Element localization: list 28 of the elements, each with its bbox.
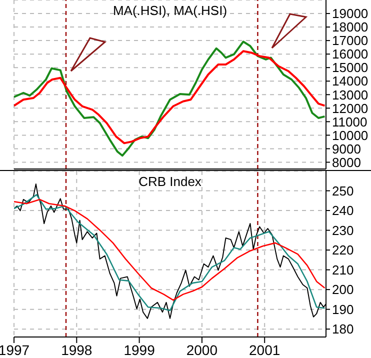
chart-title: CRB Index (138, 174, 202, 189)
y-tick-label: 13000 (332, 87, 368, 102)
x-tick-label: 2001 (249, 342, 280, 358)
line-series (14, 50, 326, 144)
y-tick-label: 19000 (332, 6, 368, 22)
y-tick-label: 14000 (332, 74, 368, 89)
y-tick-label: 18000 (332, 20, 368, 35)
y-tick-label: 210 (332, 262, 354, 278)
line-series (14, 40, 326, 157)
y-tick-label: 10000 (332, 128, 368, 143)
y-tick-label: 11000 (332, 114, 368, 130)
y-tick-label: 250 (332, 183, 354, 198)
y-tick-label: 190 (332, 302, 354, 317)
y-tick-label: 12000 (332, 100, 368, 116)
y-tick-label: 220 (332, 242, 354, 258)
y-tick-label: 15000 (332, 60, 368, 76)
y-tick-label: 240 (332, 203, 354, 218)
x-tick-label: 1998 (61, 342, 92, 358)
y-tick-label: 17000 (332, 33, 368, 48)
y-tick-label: 16000 (332, 46, 368, 62)
chart-title: MA(.HSI), MA(.HSI) (112, 3, 228, 18)
y-tick-label: 8000 (332, 154, 361, 170)
x-tick-label: 2000 (186, 342, 218, 358)
x-tick-label: 1999 (124, 342, 156, 358)
y-tick-label: 230 (332, 222, 354, 238)
y-tick-label: 180 (332, 322, 354, 337)
y-tick-label: 9000 (332, 141, 361, 156)
y-tick-label: 200 (332, 282, 354, 298)
